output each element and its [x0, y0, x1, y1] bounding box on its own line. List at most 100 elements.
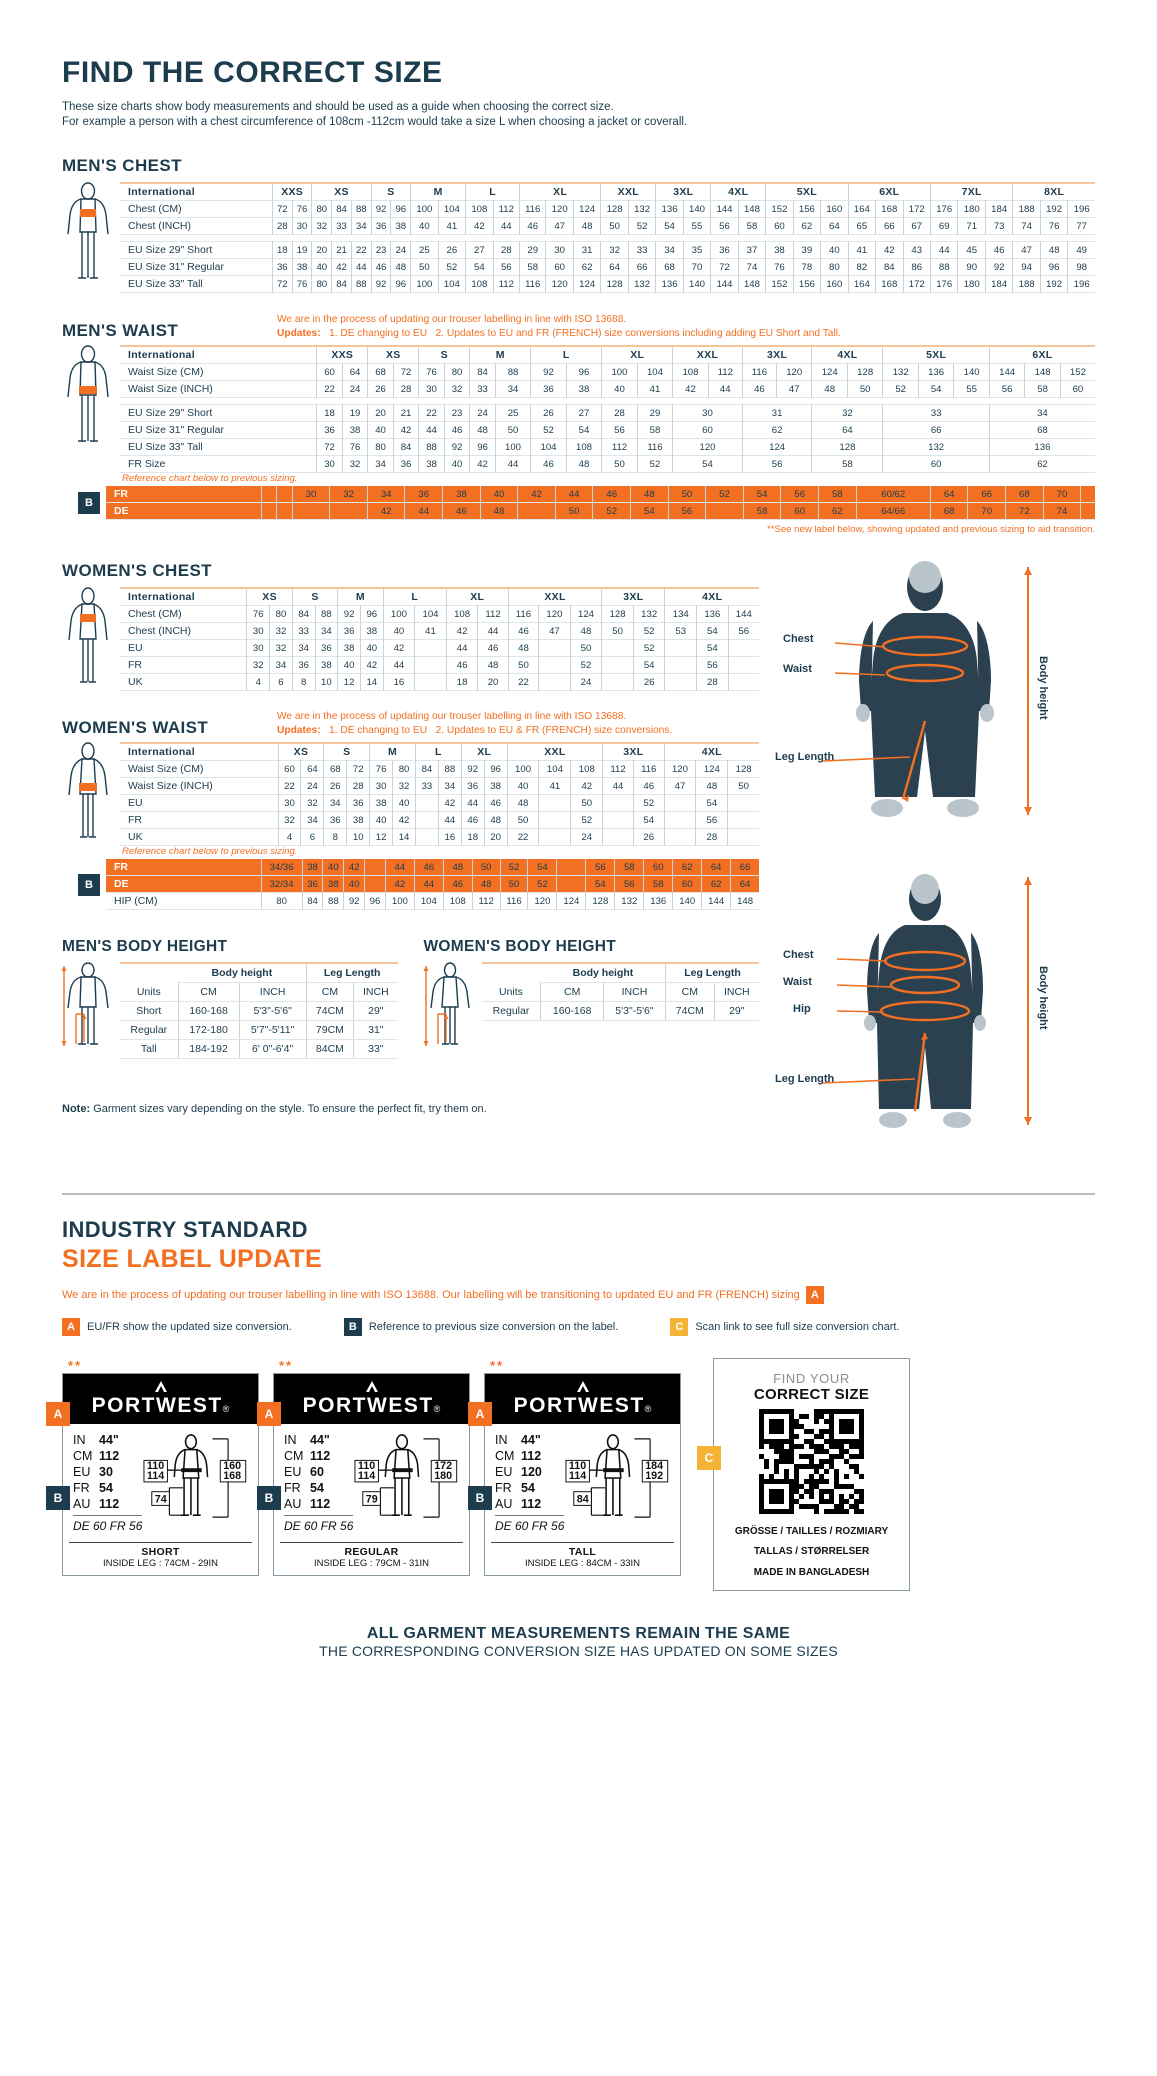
bh-cell: 79CM	[306, 1020, 355, 1040]
intro-line-2: For example a person with a chest circum…	[62, 116, 688, 128]
data-cell: 46	[461, 811, 485, 829]
data-cell	[705, 502, 744, 520]
data-cell: 134	[664, 605, 698, 623]
data-cell: 32	[444, 380, 471, 398]
data-cell: 96	[360, 605, 384, 623]
data-cell: 52	[633, 794, 665, 812]
size-header-cell: 5XL	[765, 183, 849, 201]
table-header-row: International XS S M L XL XXL 3XL 4XL	[120, 588, 759, 606]
svg-text:114: 114	[569, 1470, 586, 1482]
data-cell	[664, 639, 698, 657]
label-fit: TALL	[568, 1546, 597, 1558]
data-cell: 42	[875, 241, 904, 259]
data-cell	[538, 639, 571, 657]
data-cell: 108	[566, 438, 603, 456]
data-cell: 46	[484, 794, 508, 812]
table-spacer-row	[120, 398, 1095, 405]
row-label: Chest (CM)	[120, 605, 248, 623]
data-cell: 30	[292, 217, 313, 235]
badge-b-card: B	[46, 1486, 70, 1510]
label-female-waist: Waist	[783, 976, 812, 988]
data-cell: 44	[438, 811, 462, 829]
data-cell: 96	[469, 438, 496, 456]
data-cell: 33	[331, 217, 352, 235]
row-label: Waist Size (INCH)	[120, 380, 318, 398]
data-cell: 72	[393, 363, 420, 381]
data-cell: 112	[472, 892, 501, 910]
table-row: Waist Size (INCH) 22 24 26 28 30 32 33 34 36 38 40 4…	[120, 777, 759, 795]
data-cell: 37	[738, 241, 767, 259]
data-cell: 22	[351, 241, 372, 259]
data-cell: 104	[414, 892, 444, 910]
data-cell: 22	[278, 777, 302, 795]
data-cell: 18	[272, 241, 293, 259]
label-size-key: EU	[495, 1465, 513, 1479]
data-cell: 50	[500, 875, 529, 893]
size-header-cell: XS	[311, 183, 372, 201]
data-cell: 22	[316, 380, 343, 398]
label-size-value: 112	[310, 1449, 331, 1463]
svg-text:160: 160	[224, 1460, 242, 1472]
size-header-cell: XS	[278, 743, 325, 761]
data-cell: 116	[500, 892, 529, 910]
data-cell: 42	[393, 421, 420, 439]
data-cell: 80	[261, 892, 303, 910]
data-cell: 44	[414, 875, 444, 893]
row-label: EU Size 33" Tall	[120, 438, 318, 456]
label-stars: **	[490, 1358, 505, 1373]
data-cell: 22	[508, 673, 540, 691]
data-cell: 32	[811, 404, 884, 422]
data-cell: 144	[701, 892, 732, 910]
size-header-cell: M	[469, 346, 532, 364]
size-header-cell: XXL	[508, 588, 603, 606]
data-cell: 84	[415, 760, 439, 778]
badge-b-card: B	[468, 1486, 492, 1510]
label-size-key: AU	[284, 1497, 302, 1511]
bh-cell: 29"	[353, 1001, 398, 1021]
data-cell: 82	[848, 258, 877, 276]
legend-text: Scan link to see full size conversion ch…	[695, 1321, 900, 1333]
size-header-cell: 6XL	[848, 183, 932, 201]
data-cell	[538, 794, 572, 812]
qr-code-icon[interactable]	[759, 1409, 864, 1514]
mens-waist-update-1: 1. DE changing to EU	[329, 328, 428, 339]
data-cell: 32/34	[261, 875, 303, 893]
data-cell	[602, 811, 634, 829]
data-cell: 38	[484, 777, 508, 795]
data-cell: 160	[820, 200, 849, 218]
data-cell: 72	[272, 275, 293, 293]
bh-cell: Regular	[120, 1020, 179, 1040]
data-cell: 40	[383, 622, 416, 640]
table-row: EU Size 31" Regular 36 38 40 42 44 46 48 50 52 54 5…	[120, 421, 1095, 439]
bh-cell: 160-168	[540, 1001, 604, 1021]
data-cell	[601, 673, 634, 691]
row-label: EU Size 29" Short	[120, 241, 273, 259]
data-cell: 36	[710, 241, 739, 259]
label-female-body-height: Body height	[1037, 966, 1049, 1030]
data-cell: 32	[246, 656, 271, 674]
badge-b-card: B	[257, 1486, 281, 1510]
data-cell	[538, 656, 571, 674]
data-cell: 112	[493, 200, 521, 218]
size-header-cell: XXS	[316, 346, 369, 364]
mens-waist-update-2: 2. Updates to EU and FR (FRENCH) size co…	[435, 328, 841, 339]
bh-cell: 29"	[714, 1001, 759, 1021]
data-cell: 28	[346, 777, 371, 795]
data-cell: 34	[1037, 407, 1048, 419]
data-cell: 48	[508, 639, 540, 657]
data-cell: 36	[272, 258, 293, 276]
data-cell: 144	[710, 200, 739, 218]
size-header-cell: S	[371, 183, 412, 201]
data-cell: 62	[818, 502, 857, 520]
data-cell: 164	[848, 275, 877, 293]
data-cell: 6	[300, 828, 325, 846]
data-cell: 46	[446, 656, 479, 674]
garment-note: Note: Garment sizes vary depending on th…	[62, 1103, 759, 1115]
data-cell: 42	[465, 217, 494, 235]
womens-body-height-table: Body height Leg Length Units CM INCH CM INCH Re…	[481, 962, 759, 1021]
legend-text: EU/FR show the updated size conversion.	[87, 1321, 292, 1333]
data-cell: 40	[444, 455, 471, 473]
data-cell: 56	[710, 217, 739, 235]
data-cell: 120	[664, 760, 697, 778]
row-label: EU Size 29" Short	[120, 404, 318, 422]
